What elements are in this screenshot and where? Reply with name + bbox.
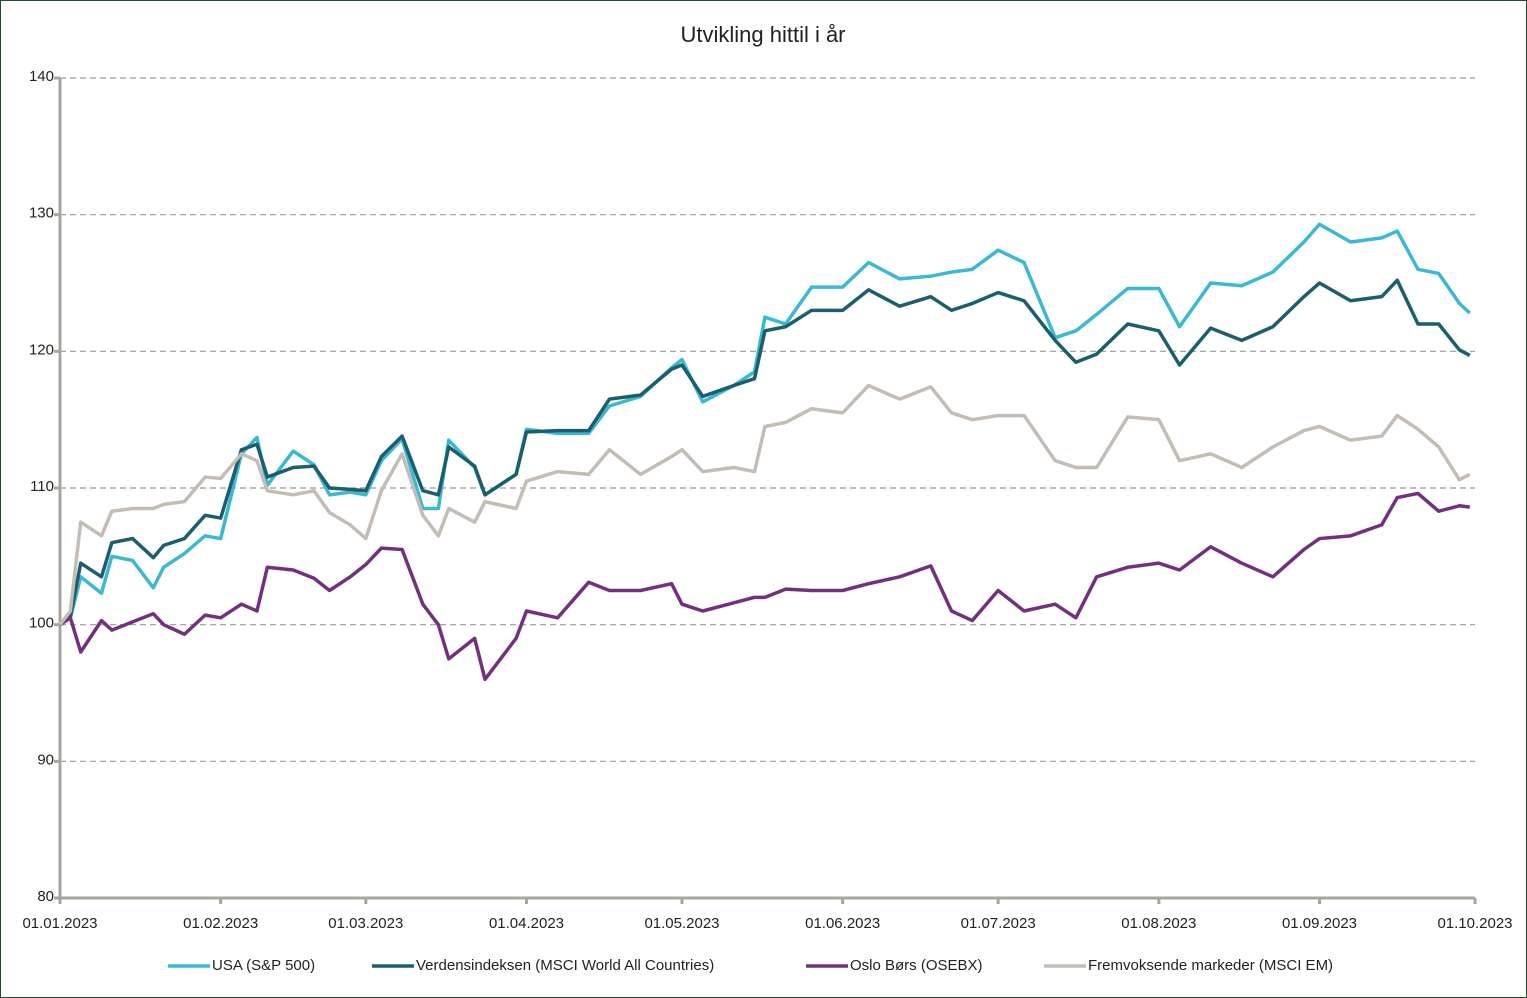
series-line (59, 222, 1472, 627)
x-tick-label: 01.02.2023 (183, 915, 258, 932)
x-tick-label: 01.07.2023 (961, 915, 1036, 932)
x-tick-label: 01.09.2023 (1282, 915, 1357, 932)
x-tick-label: 01.05.2023 (644, 915, 719, 932)
series-line (58, 278, 1471, 627)
legend-label: Oslo Børs (OSEBX) (850, 957, 983, 974)
chart-title: Utvikling hittil i år (680, 22, 845, 47)
y-tick-label: 100 (29, 615, 54, 632)
legend-label: Fremvoksende markeder (MSCI EM) (1088, 957, 1333, 974)
series-line (58, 383, 1471, 626)
x-tick-label: 01.06.2023 (805, 915, 880, 932)
legend-label: Verdensindeksen (MSCI World All Countrie… (416, 957, 714, 974)
y-tick-label: 120 (29, 341, 54, 358)
y-tick-label: 80 (37, 888, 54, 905)
x-tick-label: 01.04.2023 (489, 915, 564, 932)
y-tick-label: 140 (29, 68, 54, 85)
x-tick-label: 01.03.2023 (328, 915, 403, 932)
series-line (59, 491, 1471, 682)
y-tick-label: 90 (37, 751, 54, 768)
legend-label: USA (S&P 500) (212, 957, 315, 974)
x-tick-label: 01.10.2023 (1437, 915, 1512, 932)
y-tick-label: 110 (30, 478, 54, 495)
x-tick-label: 01.01.2023 (22, 915, 97, 932)
y-tick-label: 130 (29, 205, 54, 222)
x-tick-label: 01.08.2023 (1121, 915, 1196, 932)
